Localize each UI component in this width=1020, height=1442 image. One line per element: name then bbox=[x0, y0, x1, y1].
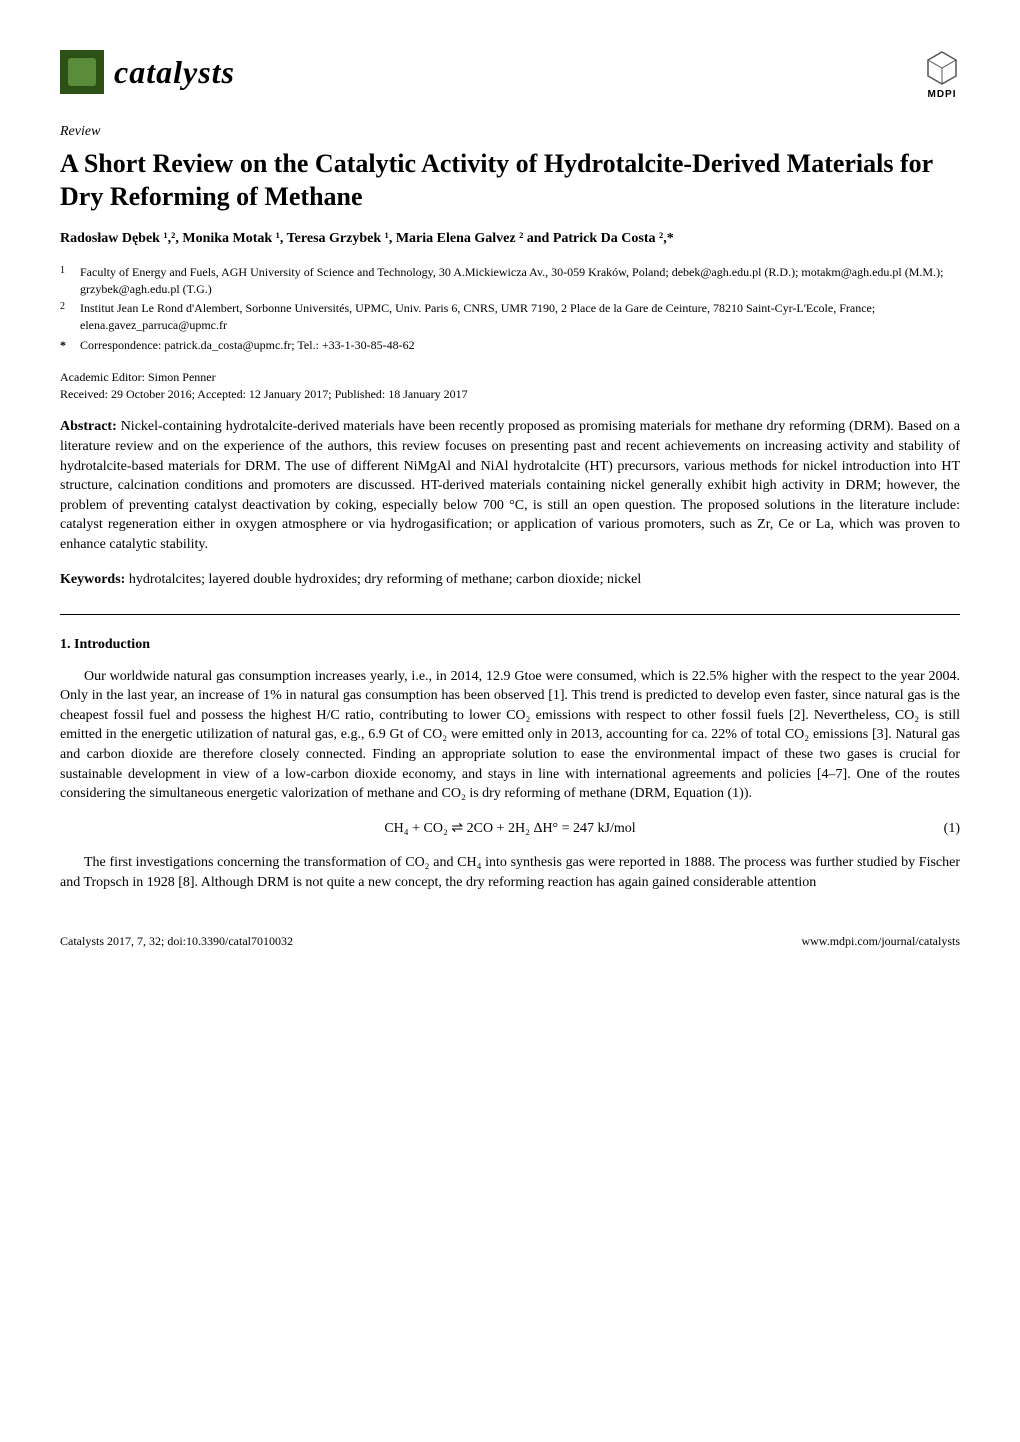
page-footer: Catalysts 2017, 7, 32; doi:10.3390/catal… bbox=[60, 923, 960, 950]
affil-marker: * bbox=[60, 337, 80, 354]
editor-info: Academic Editor: Simon Penner Received: … bbox=[60, 369, 960, 403]
equation-text: CH₄ + CO₂ ⇌ 2CO + 2H₂ ΔH° = 247 kJ/mol bbox=[384, 819, 635, 839]
catalysts-logo-icon bbox=[60, 50, 104, 94]
authors-line: Radosław Dębek ¹,², Monika Motak ¹, Tere… bbox=[60, 229, 960, 249]
article-type: Review bbox=[60, 122, 960, 142]
keywords-label: Keywords: bbox=[60, 572, 125, 587]
keywords-block: Keywords: hydrotalcites; layered double … bbox=[60, 570, 960, 590]
affil-marker: 2 bbox=[60, 300, 80, 334]
article-title: A Short Review on the Catalytic Activity… bbox=[60, 147, 960, 215]
abstract-block: Abstract: Nickel-containing hydrotalcite… bbox=[60, 417, 960, 554]
academic-editor: Academic Editor: Simon Penner bbox=[60, 369, 960, 386]
equation-number: (1) bbox=[944, 819, 960, 839]
affiliation-item: * Correspondence: patrick.da_costa@upmc.… bbox=[60, 337, 960, 354]
page-header: catalysts MDPI bbox=[60, 50, 960, 102]
publisher-name: MDPI bbox=[928, 88, 957, 102]
keywords-text: hydrotalcites; layered double hydroxides… bbox=[125, 572, 641, 587]
footer-citation: Catalysts 2017, 7, 32; doi:10.3390/catal… bbox=[60, 933, 293, 950]
journal-logo-block: catalysts bbox=[60, 50, 235, 95]
logo-inner-square bbox=[68, 58, 96, 86]
publisher-logo-block: MDPI bbox=[924, 50, 960, 102]
journal-name: catalysts bbox=[114, 50, 235, 95]
section-separator bbox=[60, 614, 960, 615]
abstract-text: Nickel-containing hydrotalcite-derived m… bbox=[60, 419, 960, 552]
affiliations-block: 1 Faculty of Energy and Fuels, AGH Unive… bbox=[60, 264, 960, 354]
affiliation-item: 1 Faculty of Energy and Fuels, AGH Unive… bbox=[60, 264, 960, 298]
affil-text: Correspondence: patrick.da_costa@upmc.fr… bbox=[80, 337, 960, 354]
affil-text: Institut Jean Le Rond d'Alembert, Sorbon… bbox=[80, 300, 960, 334]
abstract-label: Abstract: bbox=[60, 419, 117, 434]
equation-block: CH₄ + CO₂ ⇌ 2CO + 2H₂ ΔH° = 247 kJ/mol (… bbox=[60, 819, 960, 839]
footer-url: www.mdpi.com/journal/catalysts bbox=[801, 933, 960, 950]
affil-marker: 1 bbox=[60, 264, 80, 298]
section-heading-intro: 1. Introduction bbox=[60, 635, 960, 655]
mdpi-hex-icon bbox=[924, 50, 960, 86]
intro-para1: Our worldwide natural gas consumption in… bbox=[60, 667, 960, 804]
affiliation-item: 2 Institut Jean Le Rond d'Alembert, Sorb… bbox=[60, 300, 960, 334]
intro-para2: The first investigations concerning the … bbox=[60, 853, 960, 892]
affil-text: Faculty of Energy and Fuels, AGH Univers… bbox=[80, 264, 960, 298]
dates-line: Received: 29 October 2016; Accepted: 12 … bbox=[60, 386, 960, 403]
